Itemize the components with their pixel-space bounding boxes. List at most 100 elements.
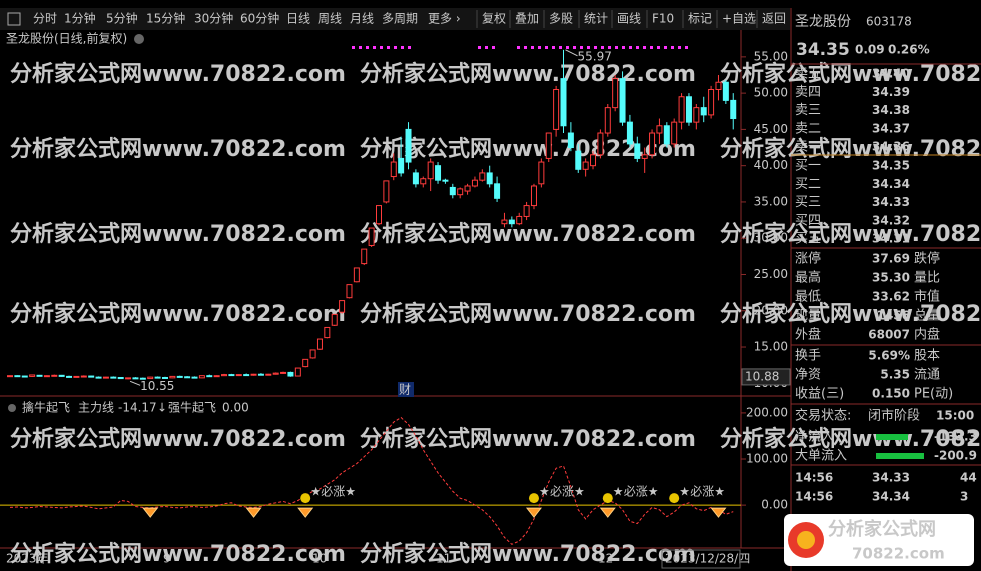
stat-label: 净资	[795, 368, 821, 383]
candle-body	[427, 161, 434, 180]
book-price: 34.37	[872, 121, 910, 135]
signal-dot	[615, 46, 618, 49]
low-pointer	[129, 380, 141, 386]
tick-volume: 44	[960, 471, 977, 485]
candle-body	[169, 375, 176, 379]
book-label: 买四	[795, 213, 821, 228]
x-tick-label: 12	[598, 552, 613, 566]
signal-dot	[685, 46, 688, 49]
tool-button[interactable]: 返回	[762, 12, 786, 26]
toolbar	[0, 8, 790, 30]
period-tab[interactable]: 60分钟	[240, 11, 279, 26]
period-tab[interactable]: 多周期	[382, 12, 418, 26]
candle-body	[324, 326, 331, 339]
candle-body	[29, 374, 36, 377]
signal-dot	[650, 46, 653, 49]
tool-button[interactable]: 统计	[584, 12, 608, 26]
tool-button[interactable]: 叠加	[515, 12, 539, 26]
status-time: 15:00	[936, 409, 974, 423]
period-tab[interactable]: 周线	[318, 12, 342, 26]
coin-icon	[528, 493, 539, 504]
tool-button[interactable]: 画线	[617, 12, 641, 26]
indicator-title: 擒牛起飞	[22, 400, 70, 415]
candle-body	[656, 125, 663, 134]
candle-body	[649, 132, 656, 156]
stat-label: 内盘	[914, 327, 940, 343]
x-tick-label: 2023年	[6, 552, 49, 566]
candle-body	[339, 300, 346, 313]
candle-body	[405, 128, 412, 163]
candle-body	[700, 107, 707, 116]
book-label: 买一	[795, 159, 821, 174]
candle-body	[449, 186, 456, 196]
book-label: 卖二	[795, 121, 821, 136]
star: ★	[345, 485, 356, 499]
candle-body	[147, 376, 154, 380]
candle-body	[43, 375, 50, 378]
change-pct: 0.26%	[888, 43, 930, 57]
book-price: 34.34	[872, 177, 910, 191]
watermark: 分析家公式网www.70822.com	[360, 301, 696, 327]
candle-body	[80, 375, 87, 378]
stat-value: 0.150	[872, 387, 910, 401]
signal-dot	[629, 46, 632, 49]
candle-body	[376, 205, 382, 225]
signal-dot	[643, 46, 646, 49]
period-tab[interactable]: 月线	[350, 12, 374, 26]
book-price: 34.38	[872, 103, 910, 117]
watermark: 分析家公式网www.70822.com	[10, 426, 346, 452]
price-marker-label: 10.88	[745, 369, 779, 383]
period-tab[interactable]: 30分钟	[194, 11, 233, 26]
tool-button[interactable]: 标记	[688, 12, 712, 26]
candle-body	[316, 338, 323, 350]
candle-body	[508, 219, 515, 225]
stat-value: 68007	[868, 328, 910, 342]
watermark: 分析家公式网www.70822.com	[720, 426, 981, 452]
tool-button[interactable]: F10	[652, 12, 674, 26]
candle-body	[545, 132, 552, 159]
period-tab[interactable]: 更多 ›	[428, 12, 461, 26]
candle-body	[530, 185, 537, 207]
signal-dot	[352, 46, 355, 49]
y-tick-label: 40.00	[754, 158, 788, 172]
period-tab[interactable]: 分时	[33, 12, 57, 26]
flow-bar	[876, 453, 924, 459]
signal-label: 必涨	[690, 484, 714, 499]
candle-body	[198, 375, 205, 379]
tool-button[interactable]: 复权	[482, 12, 506, 26]
book-label: 卖四	[795, 85, 821, 100]
signal-label: 必涨	[321, 484, 345, 499]
stat-value: 35.30	[872, 271, 910, 285]
stat-value: 5.69%	[868, 349, 910, 363]
stat-label: 股本	[914, 349, 940, 364]
diamond-icon	[525, 507, 543, 518]
period-tab[interactable]: 1分钟	[64, 11, 96, 26]
candle-body	[287, 371, 294, 377]
candle-body	[435, 165, 442, 181]
book-price: 34.39	[872, 85, 910, 99]
signal-dot	[559, 46, 562, 49]
tool-button[interactable]: +自选	[722, 12, 756, 26]
signal-dot	[478, 46, 481, 49]
candle-body	[125, 377, 132, 380]
book-price: 34.35	[872, 159, 910, 173]
high-pointer	[565, 49, 578, 57]
y-tick-label: 0.00	[761, 498, 788, 512]
tool-button[interactable]: 多股	[549, 12, 573, 26]
period-tab[interactable]: 15分钟	[146, 11, 185, 26]
stat-label: 最高	[795, 270, 821, 286]
period-tab[interactable]: 5分钟	[106, 11, 138, 26]
signal-dot	[622, 46, 625, 49]
indicator-icon	[8, 404, 16, 412]
toolbar-icon	[7, 12, 21, 26]
signal-dot	[394, 46, 397, 49]
signal-dot	[380, 46, 383, 49]
period-tab[interactable]: 日线	[286, 12, 310, 26]
stat-label: 换手	[795, 349, 821, 364]
tick-volume: 3	[960, 490, 968, 504]
book-label: 买三	[795, 195, 821, 210]
watermark: 分析家公式网www.70822.com	[360, 221, 696, 247]
legend-name: 主力线	[78, 401, 114, 415]
candle-body	[678, 96, 685, 123]
